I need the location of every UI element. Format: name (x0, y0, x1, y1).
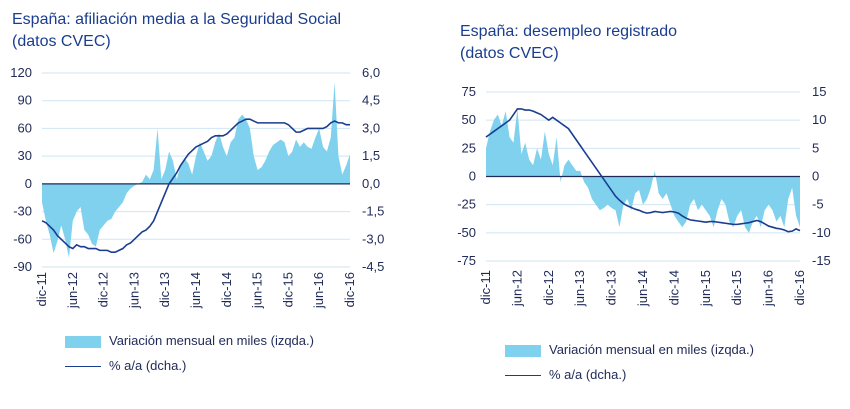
x-tick-label: jun-16 (761, 270, 776, 307)
y-tick-label-left: 75 (462, 84, 476, 99)
x-tick-label: dic-11 (34, 272, 49, 306)
legend-swatch-area (65, 335, 101, 348)
y-tick-label-left: -30 (13, 204, 32, 219)
legend-swatch-line (505, 375, 541, 377)
y-tick-label-left: 0 (25, 176, 32, 191)
x-tick-label: dic-16 (792, 270, 807, 305)
chart-desempleo: España: desempleo registrado (datos CVEC… (440, 0, 850, 409)
y-tick-label-right: 15 (812, 84, 826, 99)
legend-item-line: % a/a (dcha.) (65, 358, 186, 373)
x-tick-label: dic-15 (280, 272, 295, 307)
y-tick-label-right: -5 (812, 197, 824, 212)
y-tick-label-right: 1,5 (362, 148, 380, 163)
x-tick-label: dic-14 (666, 270, 681, 305)
y-tick-label-left: -90 (13, 259, 32, 274)
y-tick-label-left: 0 (469, 169, 476, 184)
series-line-yoy (41, 118, 350, 254)
y-tick-label-left: -25 (457, 197, 476, 212)
y-tick-label-right: -3,0 (362, 231, 384, 246)
legend-swatch-line (65, 366, 101, 368)
legend-label: % a/a (dcha.) (109, 358, 187, 373)
x-tick-label: jun-15 (250, 272, 265, 309)
x-tick-label: jun-12 (65, 272, 80, 309)
y-tick-label-right: 10 (812, 112, 826, 127)
y-tick-label-left: 25 (462, 140, 476, 155)
legend-swatch-area (505, 344, 541, 357)
x-tick-label: jun-14 (188, 272, 203, 309)
chart-title: España: desempleo registrado (460, 23, 678, 40)
x-tick-label: dic-11 (478, 270, 493, 304)
legend-label: Variación mensual en miles (izqda.) (549, 342, 754, 357)
legend-item-area: Variación mensual en miles (izqda.) (505, 342, 754, 357)
x-tick-label: jun-12 (509, 270, 524, 307)
series-area-monthly-variation (486, 108, 800, 233)
y-tick-label-right: 3,0 (362, 120, 380, 135)
y-tick-label-left: 60 (18, 120, 32, 135)
y-tick-label-left: 50 (462, 112, 476, 127)
y-tick-label-right: -10 (812, 225, 831, 240)
chart-subtitle: (datos CVEC) (12, 33, 111, 50)
y-tick-label-left: -60 (13, 231, 32, 246)
y-tick-label-left: -75 (457, 253, 476, 268)
x-tick-label: dic-13 (157, 272, 172, 307)
chart-title: España: afiliación media a la Seguridad … (12, 11, 342, 28)
y-tick-label-left: 30 (18, 148, 32, 163)
x-tick-label: dic-12 (541, 270, 556, 305)
x-tick-label: jun-15 (698, 270, 713, 307)
chart-plot-area: 120 90 60 30 0 -30 -60 -90 6,0 4,5 3,0 1,5 0,0 -1,5 -3… (10, 65, 384, 309)
y-tick-label-right: 4,5 (362, 93, 380, 108)
y-tick-label-left: -50 (457, 225, 476, 240)
y-tick-label-left: 120 (10, 65, 32, 80)
y-tick-label-right: 0 (812, 169, 819, 184)
y-tick-label-right: 5 (812, 140, 819, 155)
y-tick-label-left: 90 (18, 93, 32, 108)
y-tick-label-right: -1,5 (362, 204, 384, 219)
x-tick-label: dic-12 (96, 272, 111, 307)
x-tick-label: jun-13 (572, 270, 587, 307)
x-tick-label: jun-16 (311, 272, 326, 309)
x-tick-label: jun-13 (126, 272, 141, 309)
x-tick-label: dic-16 (342, 272, 357, 307)
legend-item-line: % a/a (dcha.) (505, 367, 626, 382)
legend-item-area: Variación mensual en miles (izqda.) (65, 333, 314, 348)
y-tick-label-right: -4,5 (362, 259, 384, 274)
x-tick-label: jun-14 (635, 270, 650, 307)
y-tick-label-right: 6,0 (362, 65, 380, 80)
series-area-monthly-variation (42, 82, 350, 258)
series-line-yoy (485, 108, 801, 233)
chart-subtitle: (datos CVEC) (460, 45, 559, 62)
chart-afiliacion: España: afiliación media a la Seguridad … (10, 11, 384, 373)
y-tick-label-right: 0,0 (362, 176, 380, 191)
x-tick-label: dic-14 (219, 272, 234, 307)
y-tick-label-right: -15 (812, 253, 831, 268)
legend-label: % a/a (dcha.) (549, 367, 627, 382)
legend-label: Variación mensual en miles (izqda.) (109, 333, 314, 348)
x-tick-label: dic-13 (604, 270, 619, 305)
x-tick-label: dic-15 (729, 270, 744, 305)
